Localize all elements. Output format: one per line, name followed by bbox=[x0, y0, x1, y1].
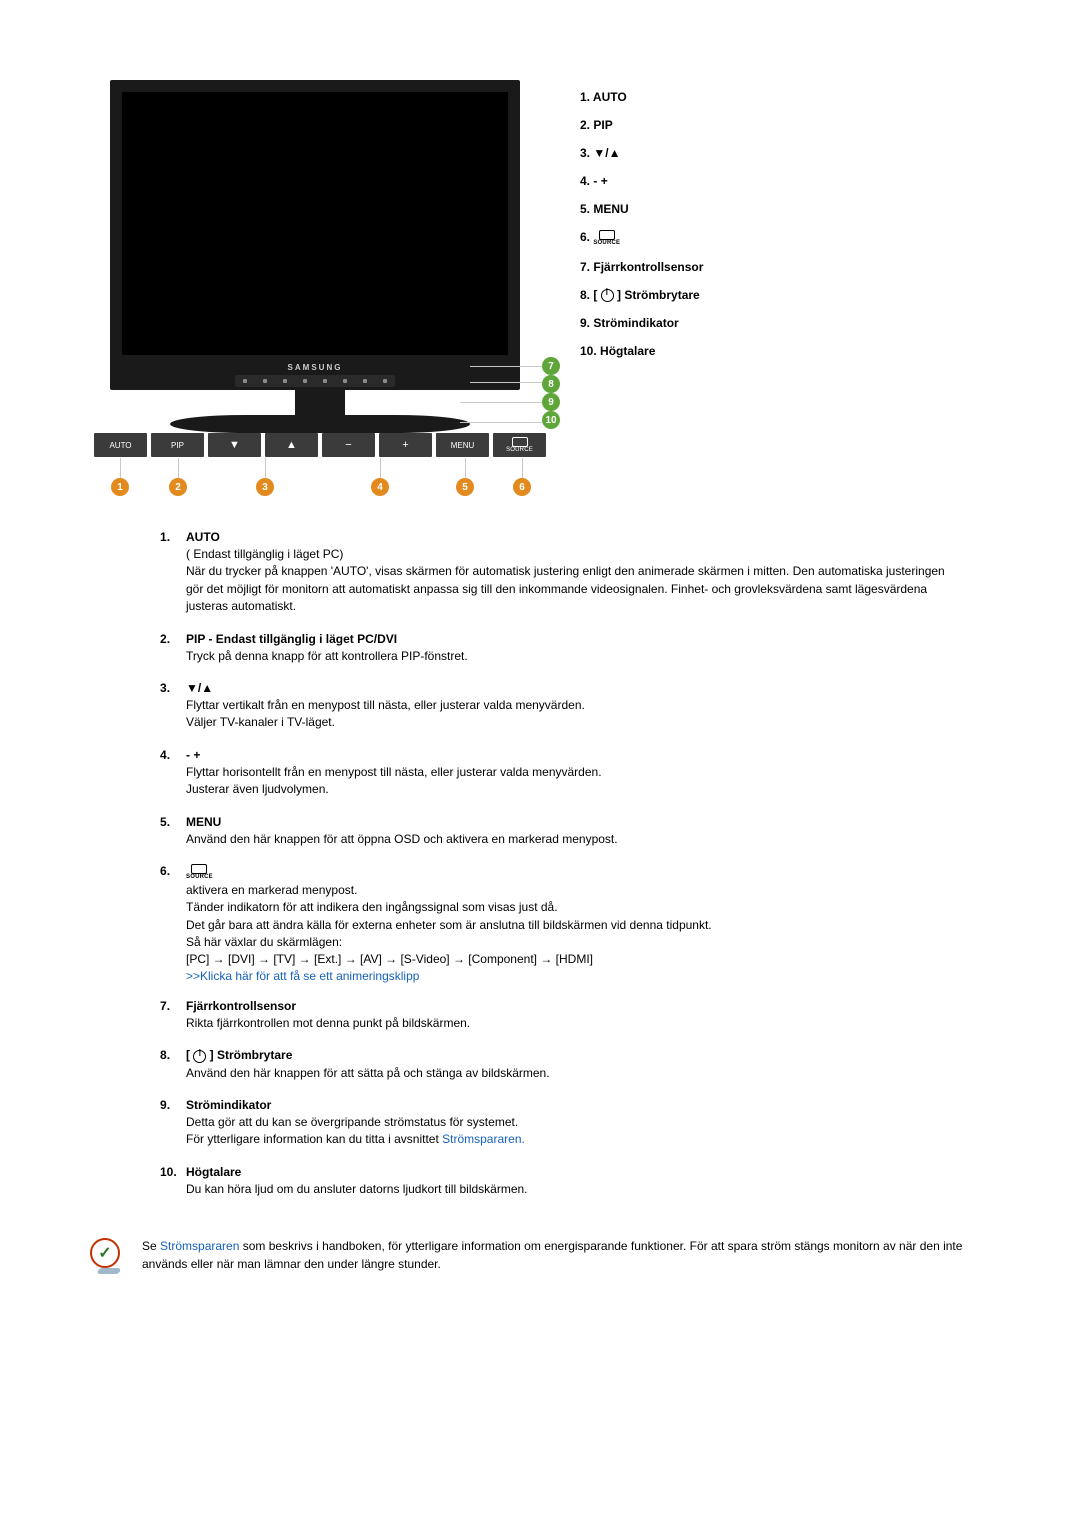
tv-front-buttons bbox=[235, 375, 395, 387]
desc-title: SOURCE bbox=[186, 864, 960, 880]
source-icon: SOURCE bbox=[186, 864, 213, 880]
marker-10: 10 bbox=[542, 411, 560, 429]
desc-title: PIP - Endast tillgänglig i läget PC/DVI bbox=[186, 632, 960, 646]
leader-line bbox=[470, 366, 542, 367]
btn-minus: − bbox=[322, 433, 375, 457]
footer-text: Se Strömspararen som beskrivs i handboke… bbox=[142, 1238, 990, 1273]
desc-title: Strömindikator bbox=[186, 1098, 960, 1112]
desc-title: [ ] Strömbrytare bbox=[186, 1048, 960, 1062]
marker-6: 6 bbox=[513, 478, 531, 496]
desc-body: aktivera en markerad menypost. Tänder in… bbox=[186, 882, 960, 969]
desc-item-3: ▼/▲ Flyttar vertikalt från en menypost t… bbox=[160, 681, 960, 732]
leader-line bbox=[460, 422, 542, 423]
legend-column: 1. AUTO 2. PIP 3. ▼/▲ 4. - + 5. MENU 6. … bbox=[580, 80, 990, 500]
desc-item-4: - + Flyttar horisontellt från en menypos… bbox=[160, 748, 960, 799]
figure-column: SAMSUNG 7 8 9 10 AUTO bbox=[90, 80, 550, 500]
desc-body: Använd den här knappen för att sätta på … bbox=[186, 1065, 960, 1082]
marker-3: 3 bbox=[256, 478, 274, 496]
leader-line bbox=[465, 458, 466, 478]
stand-base bbox=[170, 415, 470, 433]
marker-8: 8 bbox=[542, 375, 560, 393]
description-list: AUTO ( Endast tillgänglig i läget PC)När… bbox=[160, 530, 960, 1198]
powersaver-link[interactable]: Strömspararen. bbox=[442, 1132, 525, 1146]
btn-source: SOURCE bbox=[493, 433, 546, 457]
animation-link[interactable]: >>Klicka här för att få se ett animering… bbox=[186, 969, 419, 983]
desc-body: Använd den här knappen för att öppna OSD… bbox=[186, 831, 960, 848]
legend-item-7: 7. Fjärrkontrollsensor bbox=[580, 260, 990, 274]
legend-item-4: 4. - + bbox=[580, 174, 990, 188]
desc-item-2: PIP - Endast tillgänglig i läget PC/DVI … bbox=[160, 632, 960, 665]
tv-screen bbox=[122, 92, 508, 355]
desc-item-7: Fjärrkontrollsensor Rikta fjärrkontrolle… bbox=[160, 999, 960, 1032]
desc-title: MENU bbox=[186, 815, 960, 829]
monitor-figure: SAMSUNG 7 8 9 10 AUTO bbox=[90, 80, 550, 500]
desc-title: Högtalare bbox=[186, 1165, 960, 1179]
power-icon bbox=[193, 1050, 206, 1063]
tv-logo: SAMSUNG bbox=[288, 363, 343, 372]
marker-1: 1 bbox=[111, 478, 129, 496]
desc-body: Rikta fjärrkontrollen mot denna punkt på… bbox=[186, 1015, 960, 1032]
btn-auto: AUTO bbox=[94, 433, 147, 457]
leader-line bbox=[380, 458, 381, 478]
desc-body: Flyttar horisontellt från en menypost ti… bbox=[186, 764, 960, 799]
marker-4: 4 bbox=[371, 478, 389, 496]
footer-note: ✓ Se Strömspararen som beskrivs i handbo… bbox=[90, 1238, 990, 1273]
btn-plus: + bbox=[379, 433, 432, 457]
marker-2: 2 bbox=[169, 478, 187, 496]
desc-item-6: SOURCE aktivera en markerad menypost. Tä… bbox=[160, 864, 960, 983]
desc-body: Du kan höra ljud om du ansluter datorns … bbox=[186, 1181, 960, 1198]
source-icon: SOURCE bbox=[506, 437, 533, 453]
marker-9: 9 bbox=[542, 393, 560, 411]
marker-5: 5 bbox=[456, 478, 474, 496]
desc-item-1: AUTO ( Endast tillgänglig i läget PC)När… bbox=[160, 530, 960, 616]
leader-line bbox=[120, 458, 121, 478]
btn-menu: MENU bbox=[436, 433, 489, 457]
source-icon: SOURCE bbox=[593, 230, 620, 246]
legend-item-5: 5. MENU bbox=[580, 202, 990, 216]
desc-body: Detta gör att du kan se övergripande str… bbox=[186, 1114, 960, 1149]
legend-item-3: 3. ▼/▲ bbox=[580, 146, 990, 160]
desc-title: - + bbox=[186, 748, 960, 762]
leader-line bbox=[265, 458, 266, 478]
top-section: SAMSUNG 7 8 9 10 AUTO bbox=[90, 80, 990, 500]
desc-item-9: Strömindikator Detta gör att du kan se ö… bbox=[160, 1098, 960, 1149]
leader-line bbox=[178, 458, 179, 478]
legend-item-6: 6. SOURCE bbox=[580, 230, 990, 246]
note-icon: ✓ bbox=[90, 1238, 124, 1272]
leader-line bbox=[470, 382, 542, 383]
page: SAMSUNG 7 8 9 10 AUTO bbox=[0, 0, 1080, 1333]
btn-down: ▼ bbox=[208, 433, 261, 457]
desc-item-10: Högtalare Du kan höra ljud om du anslute… bbox=[160, 1165, 960, 1198]
marker-7: 7 bbox=[542, 357, 560, 375]
desc-title: Fjärrkontrollsensor bbox=[186, 999, 960, 1013]
desc-body: ( Endast tillgänglig i läget PC)När du t… bbox=[186, 546, 960, 616]
leader-line bbox=[522, 458, 523, 478]
footer-powersaver-link[interactable]: Strömspararen bbox=[160, 1239, 239, 1253]
desc-item-8: [ ] Strömbrytare Använd den här knappen … bbox=[160, 1048, 960, 1082]
legend-item-8: 8. [ ] Strömbrytare bbox=[580, 288, 990, 302]
desc-item-5: MENU Använd den här knappen för att öppn… bbox=[160, 815, 960, 848]
desc-body: Flyttar vertikalt från en menypost till … bbox=[186, 697, 960, 732]
desc-title: ▼/▲ bbox=[186, 681, 960, 695]
legend-item-2: 2. PIP bbox=[580, 118, 990, 132]
legend-item-9: 9. Strömindikator bbox=[580, 316, 990, 330]
desc-title: AUTO bbox=[186, 530, 960, 544]
tv-frame: SAMSUNG bbox=[110, 80, 520, 390]
btn-pip: PIP bbox=[151, 433, 204, 457]
btn-up: ▲ bbox=[265, 433, 318, 457]
button-label-bar: AUTO PIP ▼ ▲ − + MENU SOURCE bbox=[90, 433, 550, 457]
power-icon bbox=[601, 289, 614, 302]
legend-item-1: 1. AUTO bbox=[580, 90, 990, 104]
leader-line bbox=[460, 402, 542, 403]
description-section: AUTO ( Endast tillgänglig i läget PC)När… bbox=[160, 530, 960, 1198]
desc-body: Tryck på denna knapp för att kontrollera… bbox=[186, 648, 960, 665]
legend-item-10: 10. Högtalare bbox=[580, 344, 990, 358]
